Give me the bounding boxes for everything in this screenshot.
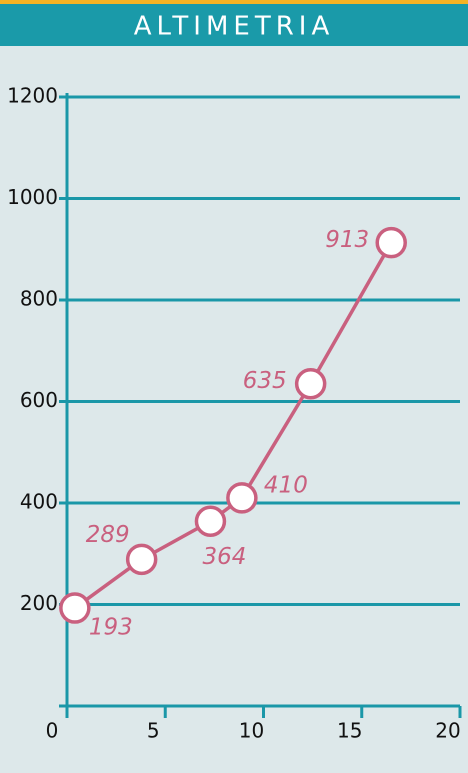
y-tick-label: 200	[20, 591, 58, 615]
marker	[294, 367, 327, 400]
y-tick-label: 1000	[7, 185, 58, 209]
x-tick-label: 20	[435, 719, 460, 743]
value-label: 913	[325, 227, 369, 253]
value-label: 289	[86, 522, 130, 548]
header-accent	[0, 0, 468, 4]
marker	[125, 543, 158, 576]
value-label: 410	[264, 472, 308, 498]
marker	[59, 592, 91, 624]
value-label: 193	[89, 615, 133, 641]
chart-title: ALTIMETRIA	[134, 12, 335, 42]
x-tick-label: 0	[46, 719, 59, 743]
value-label: 364	[202, 544, 246, 570]
x-tick-label: 5	[147, 719, 160, 743]
marker	[194, 505, 227, 538]
value-label: 635	[243, 368, 287, 394]
y-tick-label: 600	[20, 388, 58, 412]
header-bar	[0, 0, 468, 46]
y-tick-label: 800	[20, 287, 58, 311]
y-tick-label: 1200	[7, 84, 58, 108]
marker	[375, 226, 407, 259]
y-tick-label: 400	[20, 490, 58, 514]
x-tick-label: 10	[239, 719, 264, 743]
marker	[226, 482, 258, 514]
x-tick-label: 15	[337, 719, 362, 743]
